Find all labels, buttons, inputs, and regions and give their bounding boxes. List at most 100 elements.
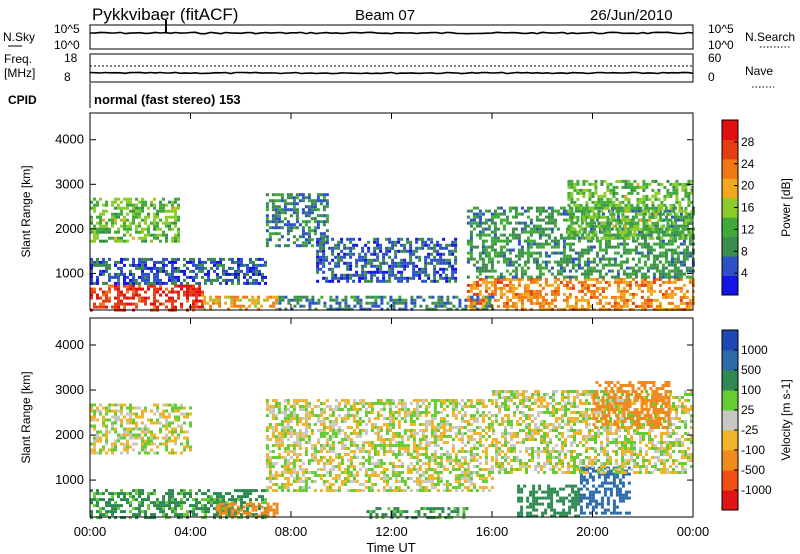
data-cell (631, 239, 635, 243)
data-cell (646, 286, 650, 290)
data-cell (645, 209, 649, 213)
data-cell (114, 221, 117, 225)
data-cell (385, 261, 389, 265)
data-cell (261, 516, 264, 520)
data-cell (458, 298, 462, 302)
data-cell (436, 249, 440, 253)
data-cell (612, 212, 616, 216)
data-cell (219, 492, 222, 496)
data-cell (316, 220, 320, 224)
data-cell (481, 212, 485, 216)
data-cell (105, 221, 108, 225)
data-cell (636, 200, 640, 204)
data-cell (367, 420, 371, 423)
data-cell (490, 239, 494, 243)
data-cell (598, 245, 602, 249)
data-cell (192, 293, 195, 297)
data-cell (675, 191, 679, 195)
data-cell (236, 505, 240, 509)
data-cell (322, 264, 326, 268)
data-cell (206, 301, 210, 305)
data-cell (481, 242, 485, 246)
data-cell (90, 263, 93, 267)
data-cell (624, 224, 628, 228)
data-cell (431, 301, 435, 305)
data-cell (637, 251, 641, 255)
data-cell (141, 272, 144, 276)
data-cell (646, 269, 650, 273)
data-cell (433, 246, 437, 250)
data-cell (99, 507, 102, 511)
data-cell (219, 495, 222, 499)
data-cell (316, 267, 320, 271)
data-cell (532, 230, 536, 234)
noise-left-label: N.Sky (3, 30, 35, 44)
colorbar-tick-label: 4 (741, 266, 748, 280)
data-cell (649, 248, 653, 252)
data-cell (90, 293, 93, 297)
data-cell (579, 188, 583, 192)
data-cell (598, 292, 602, 296)
data-cell (174, 451, 177, 455)
data-cell (613, 301, 617, 305)
data-cell (401, 298, 405, 302)
data-cell (443, 304, 447, 308)
data-cell (601, 286, 605, 290)
data-cell (667, 280, 671, 284)
data-cell (335, 307, 339, 311)
data-cell (213, 498, 216, 502)
data-cell (99, 215, 102, 219)
data-cell (335, 298, 339, 302)
data-cell (553, 277, 557, 281)
data-cell (108, 504, 111, 508)
data-cell (313, 480, 317, 483)
data-cell (177, 233, 180, 237)
data-cell (280, 444, 284, 447)
data-cell (304, 477, 308, 480)
data-cell (274, 223, 278, 227)
data-cell (455, 295, 459, 299)
data-cell (156, 266, 159, 270)
data-cell (201, 263, 204, 267)
data-cell (346, 399, 350, 402)
data-cell (159, 218, 162, 222)
data-cell (673, 239, 677, 243)
data-cell (388, 279, 392, 283)
data-cell (266, 502, 270, 506)
data-cell (144, 215, 147, 219)
data-cell (129, 269, 132, 273)
data-cell (299, 295, 303, 299)
data-cell (556, 307, 560, 311)
data-cell (679, 298, 683, 302)
data-cell (264, 275, 267, 279)
data-cell (355, 411, 359, 414)
data-cell (442, 237, 446, 241)
data-cell (231, 272, 234, 276)
data-cell (337, 468, 341, 471)
data-cell (277, 205, 281, 209)
data-cell (257, 298, 261, 302)
data-cell (147, 287, 150, 291)
data-cell (165, 439, 168, 443)
data-cell (108, 430, 111, 434)
frequency-panel: Freq. [MHz] 18 8 60 0 Nave (4, 51, 774, 88)
data-cell (123, 403, 126, 407)
data-cell (672, 206, 676, 210)
data-cell (376, 402, 380, 405)
data-cell (640, 272, 644, 276)
data-cell (529, 298, 533, 302)
data-cell (609, 212, 613, 216)
data-cell (292, 226, 296, 230)
data-cell (355, 480, 359, 483)
data-cell (595, 218, 599, 222)
data-cell (123, 442, 126, 446)
data-cell (582, 215, 586, 219)
data-cell (643, 245, 647, 249)
data-cell (108, 266, 111, 270)
data-cell (274, 199, 278, 203)
data-cell (159, 239, 162, 243)
data-cell (565, 275, 569, 279)
data-cell (183, 415, 186, 419)
data-cell (430, 237, 434, 241)
data-cell (307, 438, 311, 441)
